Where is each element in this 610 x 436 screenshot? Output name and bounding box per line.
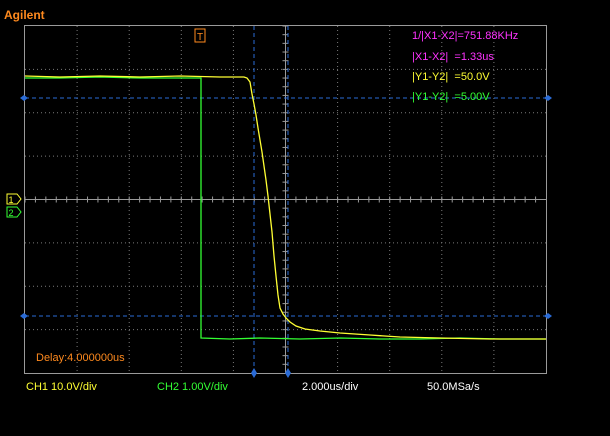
timebase-readout: 2.000us/div <box>302 381 359 393</box>
x1-bottom-marker <box>251 368 257 378</box>
y2-left-marker <box>20 313 28 319</box>
time-delta-measurement: |X1-X2| =1.33us <box>412 51 494 63</box>
ch2-voltage-delta-measurement: |Y1-Y2| =5.00V <box>412 91 490 103</box>
ch1-marker: 1 <box>6 193 22 205</box>
trigger-marker: T <box>194 28 206 43</box>
delay-readout: Delay:4.000000us <box>36 352 125 364</box>
cursor-markers <box>20 95 552 378</box>
y1-left-marker <box>20 95 28 101</box>
ch1-marker-label: 1 <box>8 195 13 205</box>
trigger-marker-label: T <box>197 32 203 43</box>
sample-rate-readout: 50.0MSa/s <box>427 381 480 393</box>
x2-bottom-marker <box>285 368 291 378</box>
ch2-marker: 2 <box>6 206 22 218</box>
y1-right-marker <box>544 95 552 101</box>
ch1-scale: CH1 10.0V/div <box>26 381 97 393</box>
graticule-grid <box>24 25 546 373</box>
cursor-lines <box>25 26 546 373</box>
freq-measurement: 1/|X1-X2|=751.88KHz <box>412 30 519 42</box>
brand-logo: Agilent <box>4 8 45 22</box>
ch1-waveform <box>24 75 546 340</box>
y2-right-marker <box>544 313 552 319</box>
ch2-marker-label: 2 <box>8 208 13 218</box>
ch1-voltage-delta-measurement: |Y1-Y2| =50.0V <box>412 71 490 83</box>
ch2-scale: CH2 1.00V/div <box>157 381 228 393</box>
